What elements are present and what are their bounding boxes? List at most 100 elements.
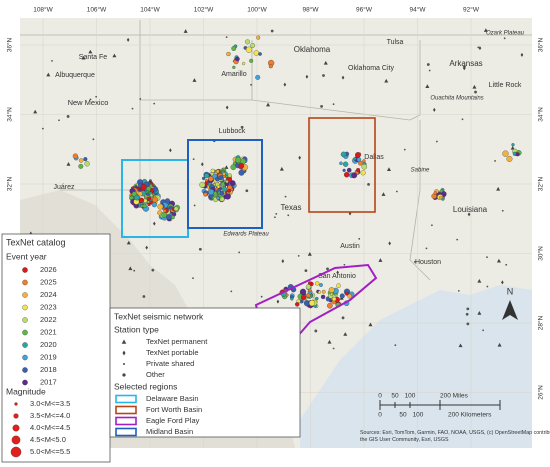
station (225, 36, 228, 39)
magnitude-label: 4.5<M<5.0 (30, 435, 66, 444)
event (203, 192, 208, 197)
legend-heading: Magnitude (6, 386, 46, 396)
station (322, 74, 325, 77)
station (394, 344, 397, 347)
event (199, 181, 206, 188)
station (153, 102, 156, 105)
station-label: TexNet portable (146, 348, 199, 357)
region-label: Fort Worth Basin (146, 405, 202, 414)
place-label: Edwards Plateau (223, 232, 269, 238)
station (279, 166, 284, 171)
event (226, 51, 231, 57)
latitude-label: 36°N (6, 37, 14, 52)
longitude-label: 102°W (194, 6, 214, 14)
station (81, 55, 86, 60)
station (466, 322, 470, 326)
year-label: 2018 (40, 365, 57, 374)
station (169, 148, 172, 153)
station (305, 74, 309, 79)
station (501, 280, 504, 285)
station (336, 270, 339, 275)
event (342, 161, 349, 167)
station (326, 267, 329, 271)
event (218, 175, 224, 181)
stations (28, 28, 524, 361)
place-label: New Mexico (68, 98, 109, 107)
station (145, 245, 148, 250)
station (224, 165, 229, 169)
event (238, 163, 245, 169)
station (477, 278, 482, 283)
station (384, 78, 389, 83)
event (318, 290, 322, 294)
station (92, 138, 95, 141)
station (458, 343, 463, 348)
scale-label: 50 (391, 393, 399, 400)
event (308, 300, 316, 307)
event (231, 46, 237, 51)
place-label: Juárez (53, 184, 75, 191)
station (238, 251, 241, 254)
magnitude-label: 5.0<M<=5.5 (30, 447, 70, 456)
event (320, 294, 326, 300)
station (131, 107, 134, 110)
legend-box (109, 307, 301, 438)
latitude-label: 32°N (537, 176, 545, 191)
station (341, 75, 345, 80)
place-label: Oklahoma City (348, 65, 394, 72)
boundaries (20, 20, 532, 281)
station (192, 277, 194, 280)
station (183, 29, 188, 33)
latitude-label: 30°N (537, 246, 545, 261)
event (224, 193, 231, 200)
event (355, 152, 361, 158)
station (66, 162, 71, 166)
station (482, 329, 485, 332)
event (347, 293, 352, 299)
station (225, 105, 229, 110)
event (332, 296, 337, 302)
station (250, 83, 253, 86)
place-label: Austin (340, 243, 360, 250)
station-swatch (123, 363, 125, 365)
latitude-label: 28°N (537, 315, 545, 330)
event (235, 156, 242, 164)
longitude-label: 106°W (87, 6, 107, 14)
gulf (300, 285, 532, 448)
event (439, 189, 444, 193)
magnitude-swatch (10, 446, 22, 458)
event (506, 155, 513, 162)
year-label: 2019 (40, 352, 57, 361)
event (439, 195, 443, 200)
station (46, 72, 51, 77)
station (496, 258, 501, 263)
event (84, 161, 90, 167)
event (321, 289, 326, 294)
event (151, 196, 158, 203)
event (253, 50, 260, 56)
event (219, 190, 225, 196)
station (430, 224, 433, 227)
station (298, 155, 301, 160)
event (294, 302, 300, 307)
event (149, 184, 153, 188)
event (78, 163, 84, 169)
station-swatch (121, 339, 127, 344)
event (319, 283, 323, 287)
station (274, 216, 276, 219)
scale-label: 0 (378, 393, 382, 400)
place-label: Lubbock (219, 128, 246, 135)
place-label: Albuquerque (55, 72, 95, 79)
scale-label: 0 (378, 412, 382, 419)
station (41, 127, 44, 130)
latitude-label: 34°N (6, 107, 14, 122)
year-swatch (22, 379, 28, 386)
region-label: Eagle Ford Play (146, 416, 200, 425)
station (378, 258, 383, 262)
station (126, 240, 131, 245)
legend-title: TexNet seismic network (114, 311, 204, 321)
event (173, 206, 179, 212)
station (275, 213, 278, 215)
magnitude-label: 4.0<M<=4.5 (30, 423, 70, 432)
station (276, 299, 280, 304)
